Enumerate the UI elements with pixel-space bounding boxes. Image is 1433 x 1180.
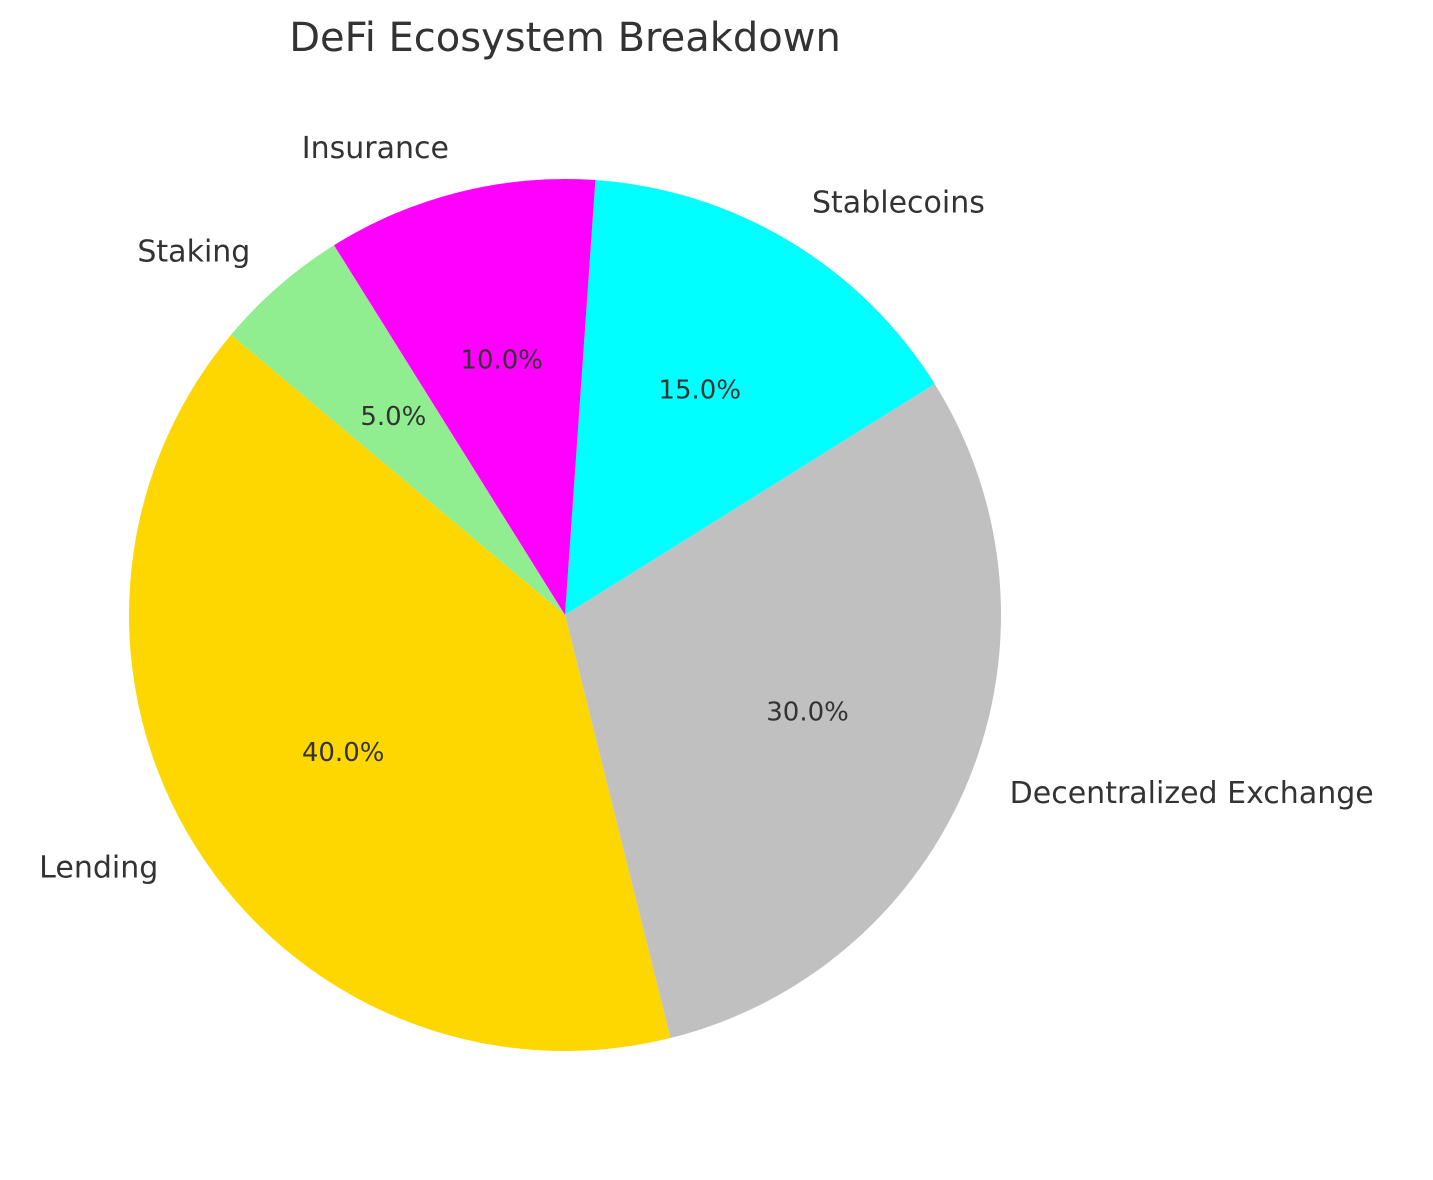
chart-title: DeFi Ecosystem Breakdown <box>289 15 841 61</box>
pie-slice <box>565 383 1001 1039</box>
value-label: 40.0% <box>302 738 385 768</box>
slice-label: Stablecoins <box>812 185 985 220</box>
value-label: 5.0% <box>360 402 426 432</box>
slice-label: Staking <box>137 235 250 270</box>
pie-slice <box>129 334 671 1051</box>
value-label: 15.0% <box>658 375 741 405</box>
pie-slice <box>333 179 596 615</box>
value-label: 30.0% <box>766 697 849 727</box>
value-label: 10.0% <box>460 346 543 376</box>
slice-label: Insurance <box>302 131 449 166</box>
pie-slice <box>565 180 935 615</box>
pie-slice <box>231 245 565 615</box>
slice-label: Lending <box>39 851 158 886</box>
slice-label: Decentralized Exchange <box>1010 776 1374 811</box>
